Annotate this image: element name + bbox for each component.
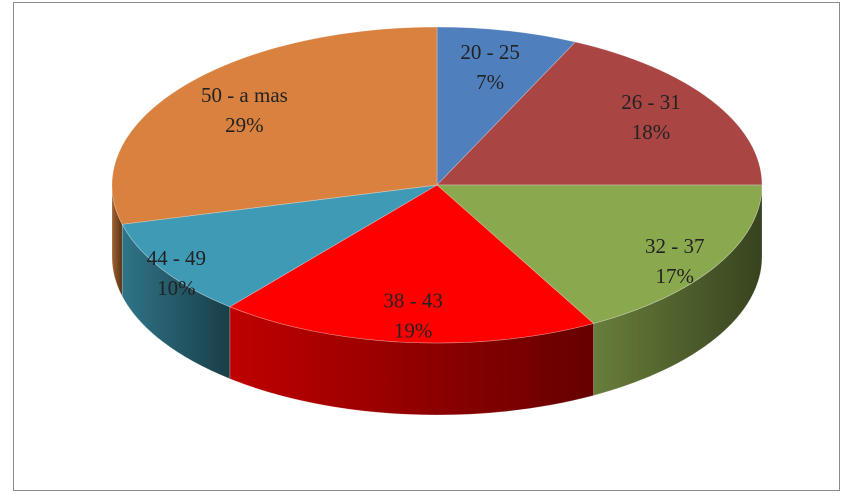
slice-value-label: 7% bbox=[476, 70, 504, 94]
slice bbox=[229, 184, 595, 344]
slice-side bbox=[111, 184, 123, 297]
slice-value-label: 19% bbox=[394, 319, 433, 343]
slice bbox=[436, 26, 577, 186]
slice-label: 20 - 25 bbox=[460, 40, 520, 64]
slice-label: 38 - 43 bbox=[383, 289, 443, 313]
slice-value-label: 18% bbox=[632, 120, 671, 144]
slice-label: 26 - 31 bbox=[621, 90, 681, 114]
slice bbox=[436, 41, 763, 186]
slice-value-label: 10% bbox=[157, 276, 196, 300]
slice-value-label: 29% bbox=[225, 113, 264, 137]
slice bbox=[111, 26, 438, 225]
slice bbox=[436, 184, 763, 324]
slice-label: 50 - a mas bbox=[201, 83, 288, 107]
slice-label: 44 - 49 bbox=[147, 246, 207, 270]
slice-label: 32 - 37 bbox=[645, 234, 705, 258]
slice-value-label: 17% bbox=[656, 264, 695, 288]
slice bbox=[121, 184, 438, 308]
